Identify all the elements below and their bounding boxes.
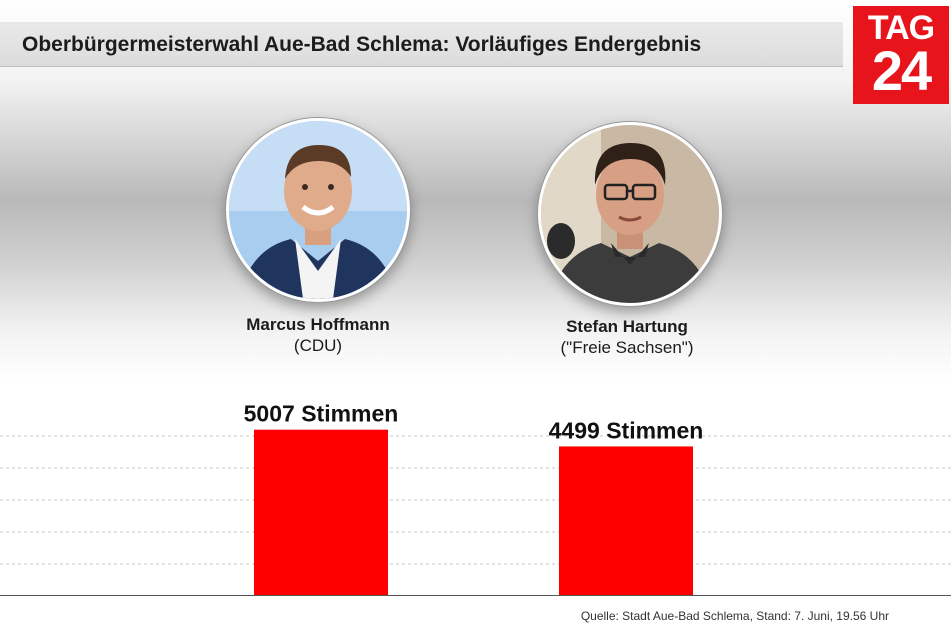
candidate-name-hartung: Stefan Hartung	[566, 317, 688, 336]
bar-1	[254, 429, 388, 595]
candidate-name-hoffmann: Marcus Hoffmann	[246, 315, 390, 334]
logo-text-bottom: 24	[871, 39, 932, 102]
source-note: Quelle: Stadt Aue-Bad Schlema, Stand: 7.…	[580, 609, 889, 623]
candidate-party-hartung: ("Freie Sachsen")	[560, 338, 694, 357]
candidate-photo-hartung	[538, 122, 722, 306]
bar-label-1: 5007 Stimmen	[244, 401, 399, 427]
page-title: Oberbürgermeisterwahl Aue-Bad Schlema: V…	[22, 33, 702, 56]
tag24-logo: TAG 24	[853, 6, 949, 104]
candidate-photo-hoffmann	[226, 118, 410, 302]
logo-text-top: TAG	[867, 9, 935, 47]
vote-bar-chart: 5007 Stimmen 4499 Stimmen	[0, 401, 951, 596]
candidate-party-hoffmann-text: CDU	[299, 336, 337, 355]
candidate-party-hartung-text: "Freie Sachsen"	[566, 338, 688, 357]
candidate-party-hoffmann: (CDU)	[293, 336, 343, 355]
bar-2	[559, 446, 693, 595]
title-bar: Oberbürgermeisterwahl Aue-Bad Schlema: V…	[0, 22, 843, 67]
bar-label-2: 4499 Stimmen	[549, 417, 704, 443]
